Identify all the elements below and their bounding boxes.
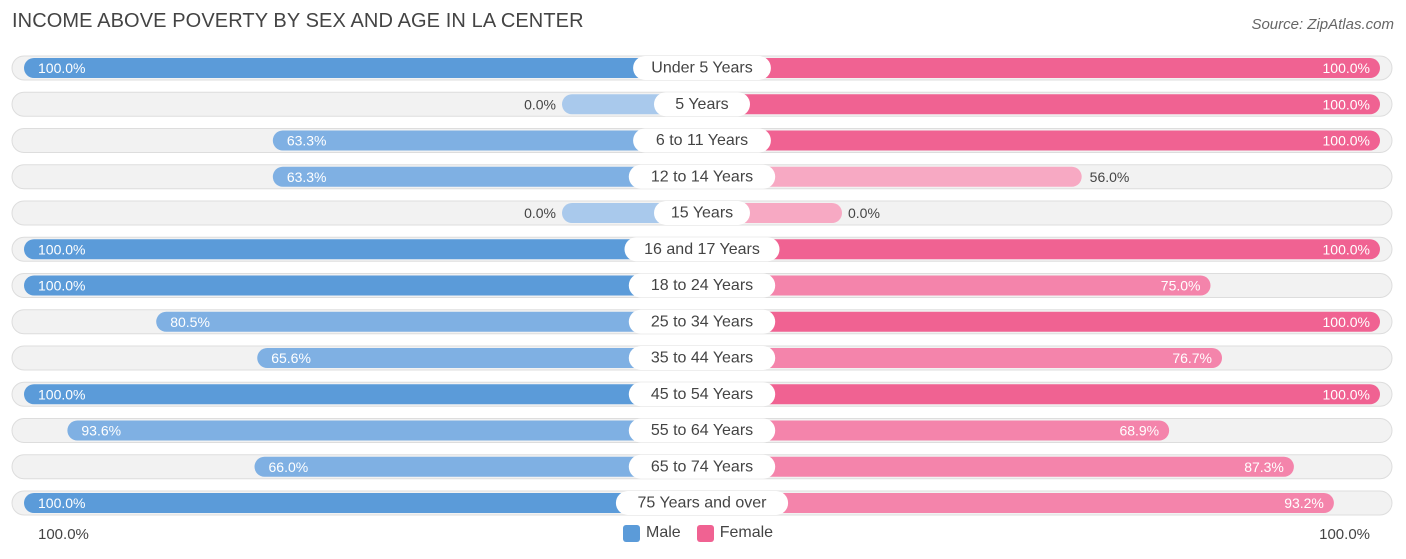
bar-female xyxy=(702,166,1082,187)
category-label: 55 to 64 Years xyxy=(651,422,753,439)
bar-male xyxy=(67,420,703,441)
legend-label-male: Male xyxy=(646,524,681,541)
data-label-female: 100.0% xyxy=(1323,314,1370,330)
category-label-bg xyxy=(628,382,776,407)
source-label: Source: ZipAtlas.com xyxy=(1251,16,1394,33)
chart-area: 100.0% 100.0% Under 5 Years 0.0% 100.0% 5 Yea… xyxy=(11,55,1393,516)
legend-item-male[interactable]: Male xyxy=(623,524,681,542)
bar-female xyxy=(702,94,1380,115)
bar-male xyxy=(24,275,702,296)
bar-female xyxy=(702,348,1223,368)
bar-male xyxy=(257,348,702,368)
bar-female xyxy=(702,456,1294,477)
bar-male xyxy=(24,58,702,78)
category-label: 18 to 24 Years xyxy=(651,277,753,294)
category-label-bg xyxy=(628,454,776,479)
legend-swatch-female xyxy=(696,524,714,542)
category-label-bg xyxy=(628,346,776,370)
category-label-bg xyxy=(654,201,750,225)
category-label-bg xyxy=(624,237,780,262)
legend-item-female[interactable]: Female xyxy=(696,524,774,542)
data-label-female: 76.7% xyxy=(1172,350,1212,366)
chart-title: INCOME ABOVE POVERTY BY SEX AND AGE IN L… xyxy=(12,10,584,32)
category-label-bg xyxy=(633,128,771,153)
data-label-male: 100.0% xyxy=(38,495,85,511)
axis-left-label: 100.0% xyxy=(38,526,89,543)
bar-female xyxy=(702,58,1380,78)
data-label-male: 100.0% xyxy=(38,386,85,402)
category-label-bg xyxy=(628,273,776,298)
bar-male xyxy=(272,130,702,151)
data-label-female: 87.3% xyxy=(1244,459,1284,475)
bar-female xyxy=(702,420,1170,441)
category-label: 35 to 44 Years xyxy=(651,350,753,367)
category-label: 15 Years xyxy=(671,205,733,222)
legend-swatch-male xyxy=(623,524,640,542)
data-label-female: 93.2% xyxy=(1284,495,1324,511)
category-label-bg xyxy=(615,491,789,515)
category-label-bg xyxy=(628,418,776,443)
bar-female xyxy=(702,239,1380,260)
bar-female xyxy=(702,384,1380,405)
data-label-male: 65.6% xyxy=(271,350,311,366)
data-label-female: 100.0% xyxy=(1323,96,1370,112)
category-label-bg xyxy=(628,309,776,334)
data-label-female: 56.0% xyxy=(1090,169,1130,185)
data-label-male: 100.0% xyxy=(38,278,85,294)
bar-male xyxy=(254,456,702,477)
legend: Male Female xyxy=(623,524,789,542)
data-label-female: 100.0% xyxy=(1323,386,1370,402)
data-label-male: 100.0% xyxy=(38,60,85,76)
data-label-female: 0.0% xyxy=(848,205,880,221)
bar-male xyxy=(24,239,702,260)
category-label: 45 to 54 Years xyxy=(651,386,753,403)
data-label-female: 100.0% xyxy=(1323,133,1370,149)
data-label-female: 100.0% xyxy=(1323,60,1370,76)
bar-male xyxy=(272,166,702,187)
data-label-male: 100.0% xyxy=(38,241,85,257)
category-label: 5 Years xyxy=(675,96,728,113)
data-label-male: 63.3% xyxy=(287,133,327,149)
data-label-female: 68.9% xyxy=(1119,423,1159,439)
data-label-male: 0.0% xyxy=(524,96,556,112)
category-label: 12 to 14 Years xyxy=(651,168,753,185)
category-label-bg xyxy=(628,164,776,189)
category-label: Under 5 Years xyxy=(651,60,752,77)
data-label-male: 93.6% xyxy=(81,423,121,439)
bar-male xyxy=(24,493,702,513)
bar-female xyxy=(702,493,1334,513)
bar-male xyxy=(24,384,702,405)
data-label-female: 75.0% xyxy=(1161,278,1201,294)
data-label-male: 80.5% xyxy=(170,314,210,330)
category-label: 75 Years and over xyxy=(638,495,768,512)
legend-label-female: Female xyxy=(719,524,774,541)
bar-male xyxy=(156,311,702,332)
category-label-bg xyxy=(654,92,750,117)
data-label-male: 0.0% xyxy=(524,205,556,221)
bar-female xyxy=(702,275,1211,296)
bar-female xyxy=(702,311,1380,332)
category-label-bg xyxy=(633,56,771,80)
data-label-male: 66.0% xyxy=(269,459,309,475)
category-label: 6 to 11 Years xyxy=(656,132,748,149)
axis-right-label: 100.0% xyxy=(1319,526,1370,543)
category-label: 65 to 74 Years xyxy=(651,458,753,475)
category-label: 16 and 17 Years xyxy=(644,241,760,258)
data-label-female: 100.0% xyxy=(1323,241,1370,257)
data-label-male: 63.3% xyxy=(287,169,327,185)
bar-female xyxy=(702,130,1380,151)
category-label: 25 to 34 Years xyxy=(651,313,753,330)
